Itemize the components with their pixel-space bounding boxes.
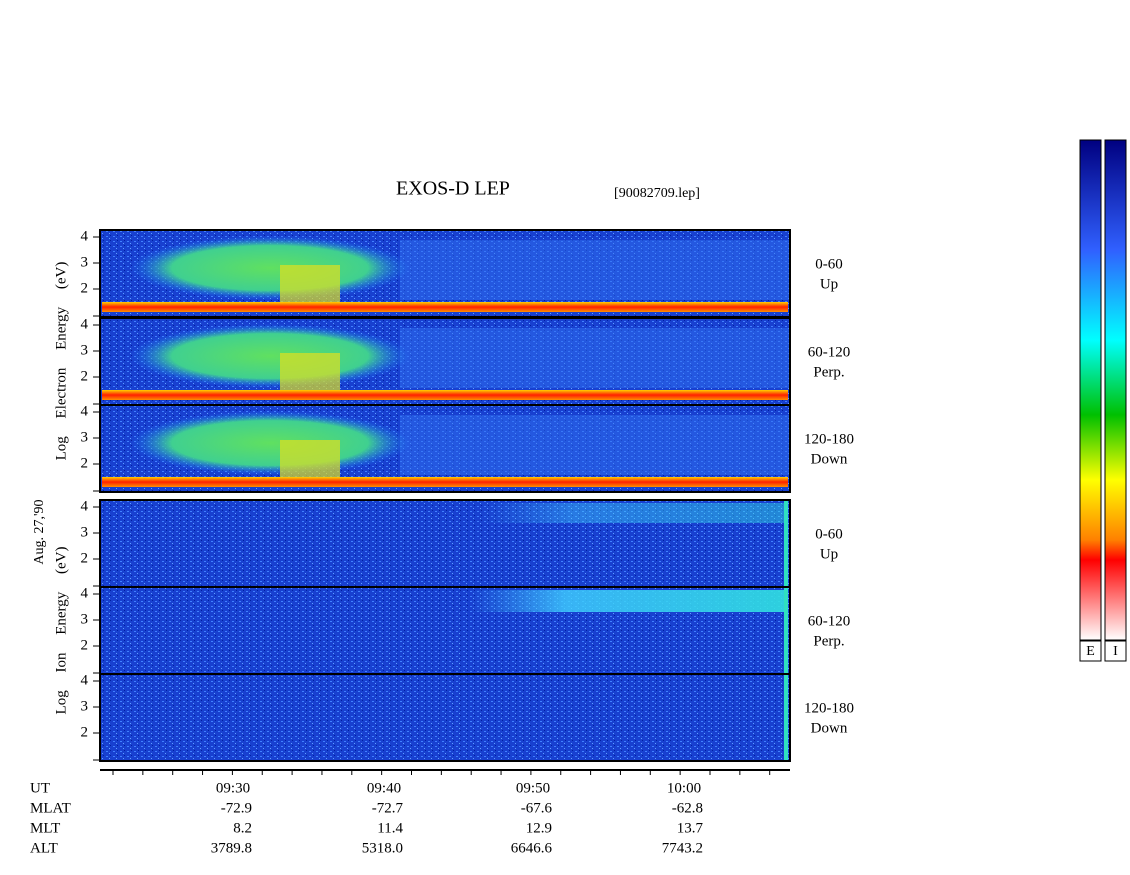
panel-frame — [99, 404, 791, 493]
row-value: 09:30 — [216, 780, 250, 796]
color-bar-label: I — [1113, 644, 1118, 659]
panel-range: 120-180 — [804, 700, 854, 716]
panel-direction: Up — [820, 276, 838, 292]
row-value: 7743.2 — [662, 840, 703, 856]
spectrogram-band — [400, 240, 790, 300]
spectrogram-band — [470, 590, 785, 612]
y-tick-label: 4 — [81, 228, 89, 244]
spectrogram-band — [102, 477, 788, 487]
row-value: 13.7 — [677, 820, 704, 836]
spectrogram-edge — [784, 500, 788, 587]
row-label: ALT — [30, 840, 58, 856]
row-value: 5318.0 — [362, 840, 403, 856]
y-tick-label: 4 — [81, 316, 89, 332]
title: EXOS-D LEP — [396, 178, 510, 200]
row-value: 8.2 — [233, 820, 252, 836]
spectrogram-blob — [130, 324, 410, 388]
row-value: 09:40 — [367, 780, 401, 796]
y-tick-label: 2 — [81, 280, 89, 296]
panel-range: 0-60 — [815, 256, 843, 272]
panel-direction: Down — [811, 451, 848, 467]
row-label: MLAT — [30, 800, 71, 816]
y-tick-label: 2 — [81, 368, 89, 384]
y-tick-label: 2 — [81, 550, 89, 566]
panel-range: 60-120 — [808, 613, 851, 629]
spectrogram-blob — [130, 236, 410, 300]
y-tick-label: 3 — [81, 254, 89, 270]
panel-direction: Up — [820, 546, 838, 562]
row-value: 11.4 — [377, 820, 403, 836]
y-tick-label: 2 — [81, 724, 89, 740]
panel-range: 0-60 — [815, 526, 843, 542]
spectrogram — [100, 674, 790, 761]
color-bar-label: E — [1086, 644, 1095, 659]
y-tick-label: 4 — [81, 498, 89, 514]
panel-direction: Perp. — [813, 364, 844, 380]
row-value: 3789.8 — [211, 840, 252, 856]
spectrogram-band — [400, 328, 790, 388]
spectrogram-blob — [130, 411, 410, 475]
row-value: 6646.6 — [511, 840, 553, 856]
panel-frame — [99, 673, 791, 762]
y-tick-label: 4 — [81, 585, 89, 601]
spectrogram-band — [102, 390, 788, 400]
color-bar — [1104, 139, 1127, 641]
spectrogram-band — [102, 302, 788, 312]
y-tick-label: 2 — [81, 455, 89, 471]
y-tick-label: 3 — [81, 698, 89, 714]
file-name: [90082709.lep] — [614, 186, 700, 201]
y-tick-label: 3 — [81, 429, 89, 445]
row-value: -72.7 — [372, 800, 404, 816]
panel-direction: Down — [811, 720, 848, 736]
axis-label: Log Electron Energy (eV) — [53, 262, 69, 461]
date: Aug. 27,'90 — [32, 499, 47, 564]
y-tick-label: 4 — [81, 403, 89, 419]
y-tick-label: 3 — [81, 524, 89, 540]
panel-range: 60-120 — [808, 344, 851, 360]
row-label: UT — [30, 780, 50, 796]
spectrogram-edge — [784, 587, 788, 674]
color-bar — [1079, 139, 1102, 641]
row-value: -72.9 — [221, 800, 252, 816]
color-bar-label-box — [1104, 640, 1127, 662]
y-tick-label: 3 — [81, 342, 89, 358]
row-label: MLT — [30, 820, 60, 836]
panel-range: 120-180 — [804, 431, 854, 447]
row-value: 09:50 — [516, 780, 550, 796]
y-tick-label: 2 — [81, 637, 89, 653]
row-value: -62.8 — [672, 800, 703, 816]
panel-direction: Perp. — [813, 633, 844, 649]
spectrogram-band — [480, 503, 785, 523]
row-value: 10:00 — [667, 780, 701, 796]
axis-label: Log Ion Energy (eV) — [53, 547, 69, 715]
content: EXOS-D LEP [90082709.lep] 4 3 2 0-60 Up 4 3 2 60-1… — [30, 139, 1127, 856]
spectrogram-band — [400, 415, 790, 475]
row-value: 12.9 — [526, 820, 552, 836]
spectrogram-edge — [784, 674, 788, 761]
row-value: -67.6 — [521, 800, 553, 816]
color-bar-label-box — [1079, 640, 1102, 662]
y-tick-label: 4 — [81, 672, 89, 688]
y-tick-label: 3 — [81, 611, 89, 627]
